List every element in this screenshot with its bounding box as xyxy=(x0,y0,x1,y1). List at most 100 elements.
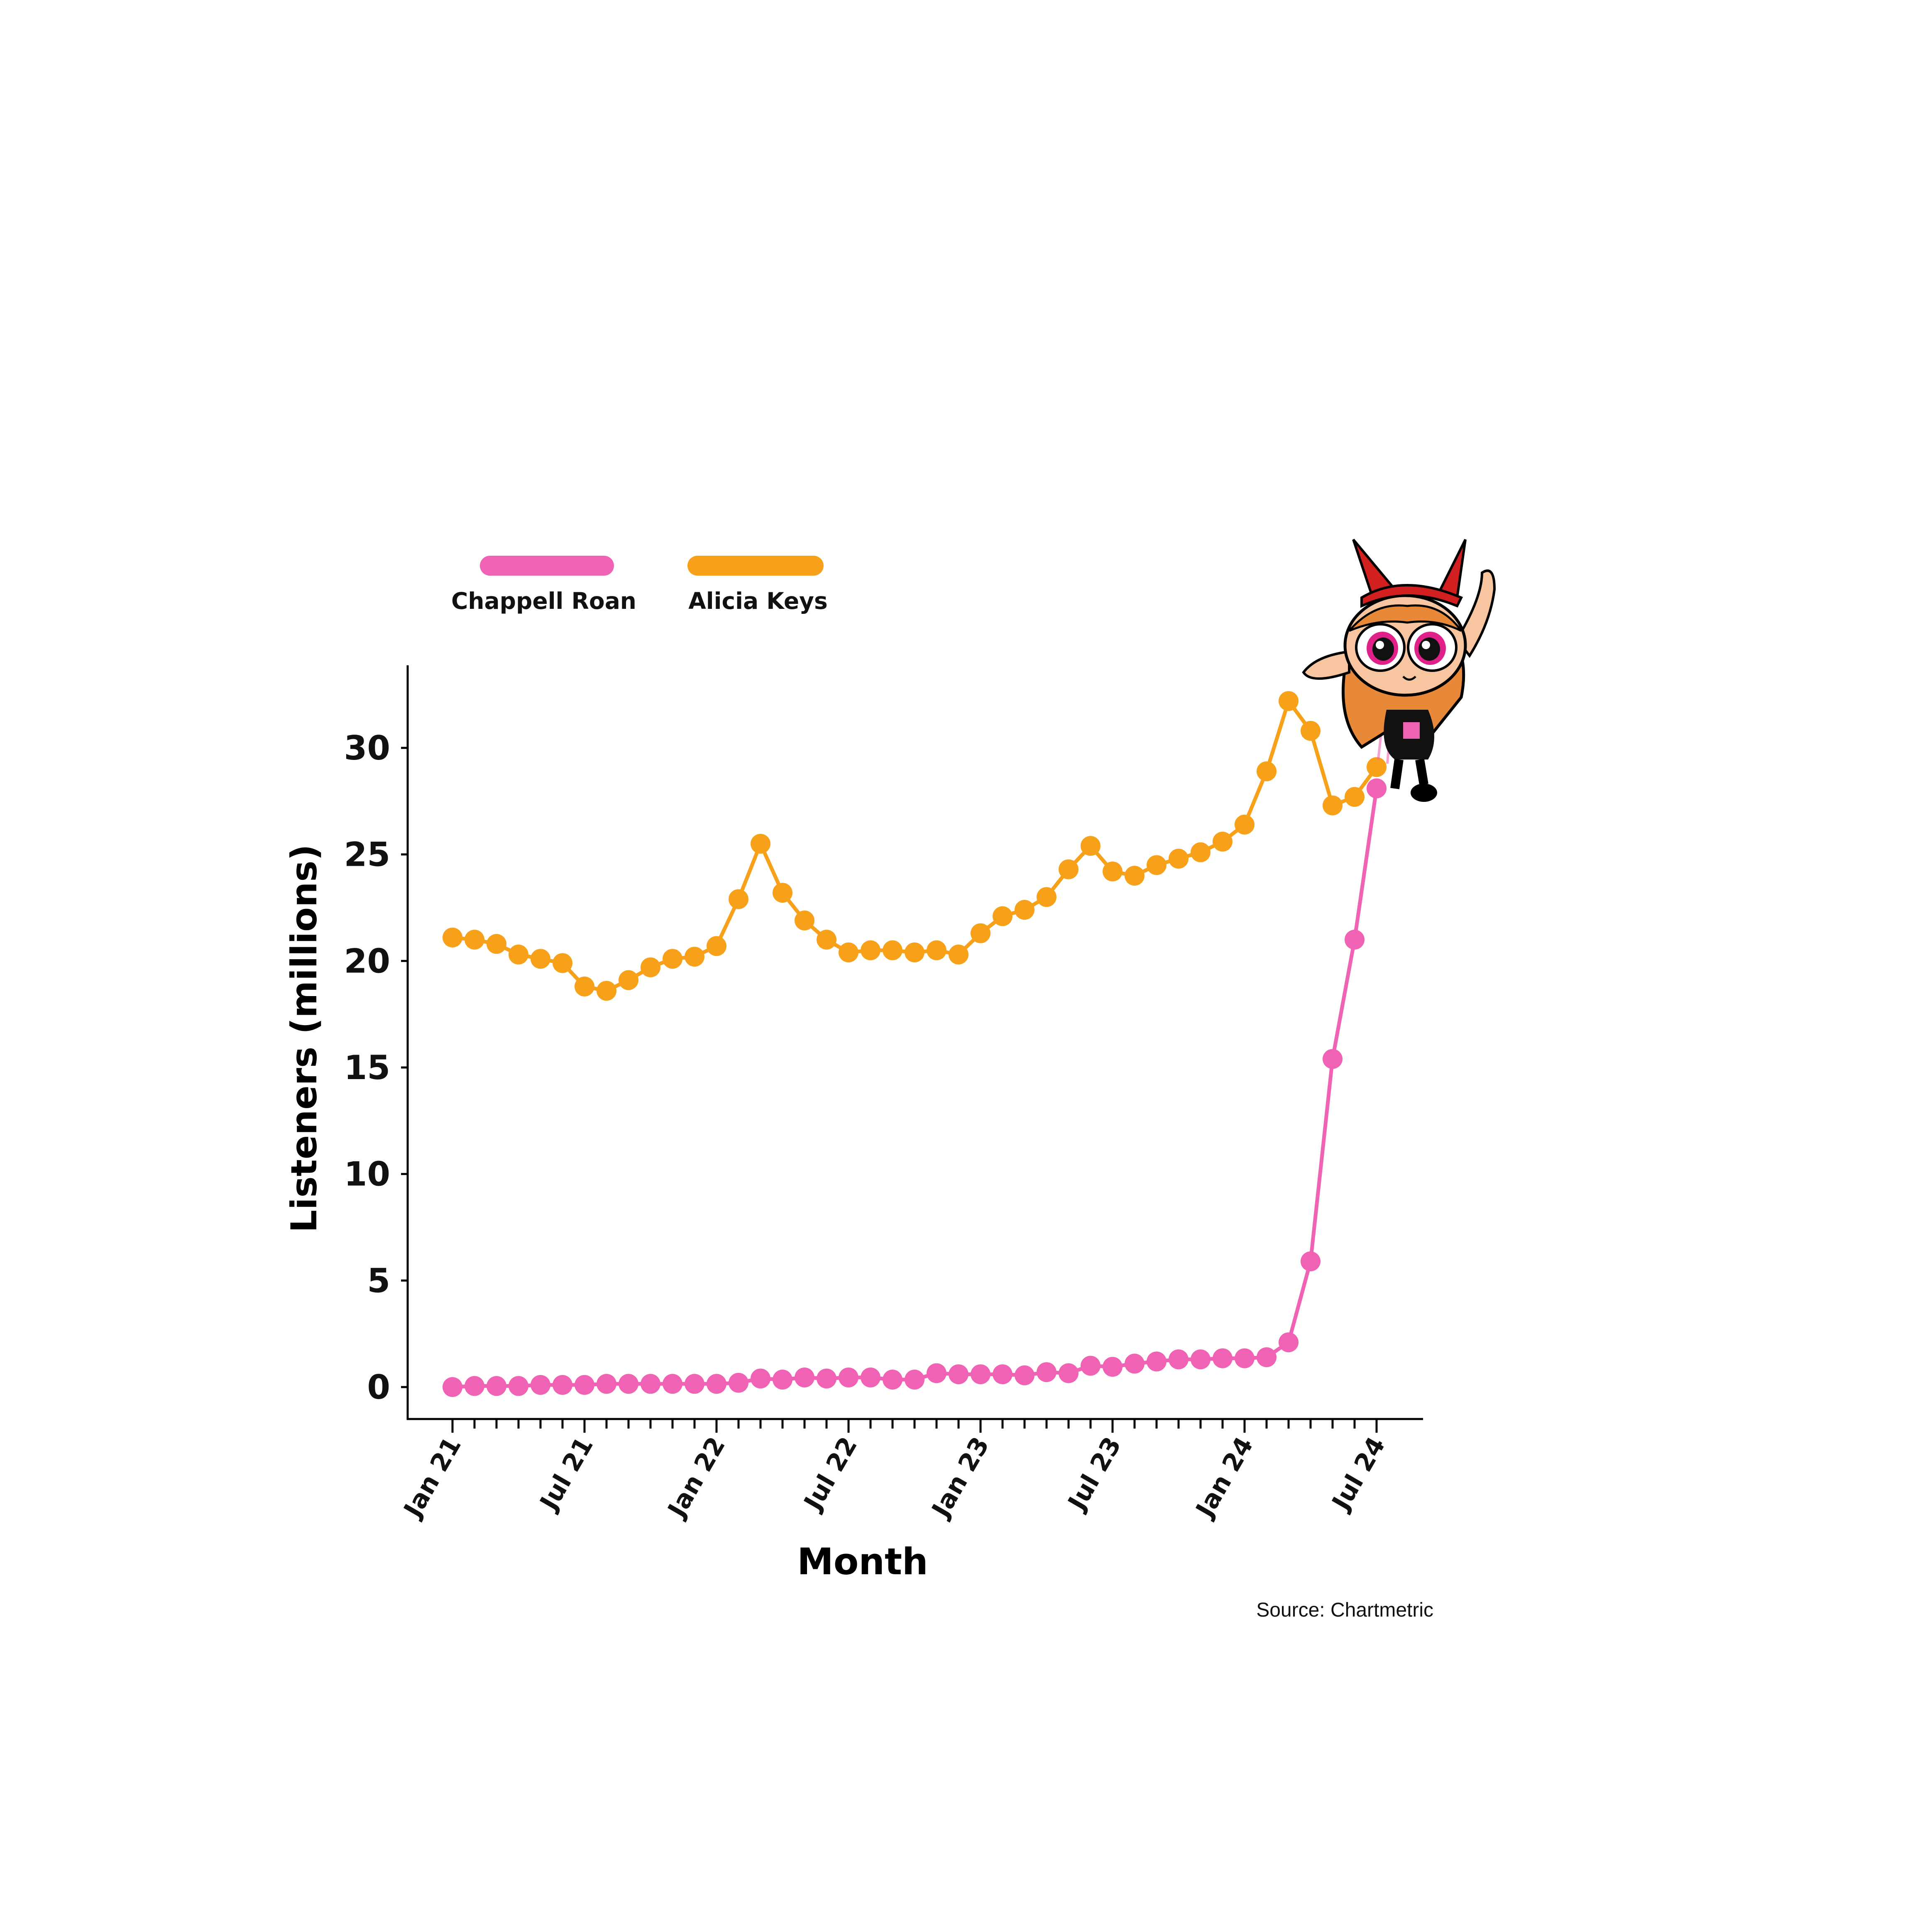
x-tick-label: Jan 22 xyxy=(661,1432,731,1524)
data-point-chappell-roan xyxy=(443,1377,462,1397)
data-point-chappell-roan xyxy=(465,1376,484,1396)
data-point-chappell-roan xyxy=(1191,1349,1211,1370)
data-point-alicia-keys xyxy=(949,944,968,965)
data-point-alicia-keys xyxy=(597,981,616,1001)
data-point-alicia-keys xyxy=(1235,814,1255,835)
data-point-chappell-roan xyxy=(1081,1356,1101,1376)
data-point-alicia-keys xyxy=(641,957,660,977)
data-point-alicia-keys xyxy=(1015,900,1034,920)
data-point-alicia-keys xyxy=(971,923,990,943)
data-point-chappell-roan xyxy=(597,1374,616,1394)
data-point-chappell-roan xyxy=(773,1370,792,1390)
data-point-chappell-roan xyxy=(949,1364,968,1385)
data-point-alicia-keys xyxy=(1279,691,1299,711)
data-point-alicia-keys xyxy=(1125,866,1145,886)
data-point-chappell-roan xyxy=(1169,1349,1189,1370)
data-point-alicia-keys xyxy=(1059,859,1078,879)
legend-label-chappell-roan: Chappell Roan xyxy=(451,588,636,614)
data-point-alicia-keys xyxy=(905,942,924,962)
legend-item-alicia-keys: Alicia Keys xyxy=(687,556,828,614)
data-point-alicia-keys xyxy=(509,944,528,965)
data-point-alicia-keys xyxy=(1147,855,1167,875)
data-point-alicia-keys xyxy=(1301,721,1321,741)
data-point-alicia-keys xyxy=(1037,887,1056,907)
data-point-chappell-roan xyxy=(663,1374,682,1394)
data-point-alicia-keys xyxy=(619,970,638,990)
data-point-chappell-roan xyxy=(751,1368,770,1389)
x-tick-label: Jul 24 xyxy=(1325,1432,1391,1517)
data-point-alicia-keys xyxy=(773,883,792,903)
data-point-chappell-roan xyxy=(509,1376,528,1396)
data-point-chappell-roan xyxy=(531,1375,550,1395)
x-tick-label: Jul 23 xyxy=(1061,1432,1127,1517)
data-point-chappell-roan xyxy=(1345,930,1365,950)
x-axis-title: Month xyxy=(797,1540,928,1583)
data-point-alicia-keys xyxy=(1191,842,1211,862)
data-point-chappell-roan xyxy=(1015,1365,1034,1385)
y-tick-label: 20 xyxy=(344,942,390,980)
data-point-alicia-keys xyxy=(487,934,506,954)
y-tick-label: 10 xyxy=(344,1155,390,1194)
data-point-alicia-keys xyxy=(993,906,1012,926)
superhero-girl-illustration xyxy=(1302,539,1496,802)
x-tick-label: Jan 21 xyxy=(397,1432,467,1524)
data-point-chappell-roan xyxy=(1367,778,1387,799)
data-point-alicia-keys xyxy=(729,889,748,909)
data-point-alicia-keys xyxy=(663,949,682,969)
legend: Chappell Roan Alicia Keys xyxy=(451,556,828,614)
series-line-chappell-roan xyxy=(452,788,1379,1389)
data-point-alicia-keys xyxy=(795,910,814,931)
legend-label-alicia-keys: Alicia Keys xyxy=(688,588,828,614)
data-point-chappell-roan xyxy=(619,1374,638,1394)
data-point-alicia-keys xyxy=(927,940,946,960)
x-tick-label: Jan 24 xyxy=(1189,1432,1259,1524)
data-point-chappell-roan xyxy=(553,1375,572,1395)
data-point-chappell-roan xyxy=(487,1376,506,1396)
data-point-chappell-roan xyxy=(1125,1353,1145,1374)
x-tick-label: Jul 22 xyxy=(797,1432,863,1517)
y-tick-label: 5 xyxy=(367,1261,390,1300)
source-note: Source: Chartmetric xyxy=(1256,1599,1433,1621)
data-point-chappell-roan xyxy=(993,1364,1012,1385)
data-point-alicia-keys xyxy=(1081,836,1101,856)
y-tick-label: 0 xyxy=(367,1368,390,1407)
data-point-chappell-roan xyxy=(1059,1363,1078,1383)
data-point-alicia-keys xyxy=(1345,787,1365,807)
data-point-alicia-keys xyxy=(883,940,902,960)
data-point-chappell-roan xyxy=(861,1367,880,1387)
y-tick-label: 25 xyxy=(344,835,390,874)
data-point-alicia-keys xyxy=(1323,795,1343,816)
data-point-alicia-keys xyxy=(553,953,572,973)
data-point-alicia-keys xyxy=(575,976,594,997)
data-point-chappell-roan xyxy=(817,1368,836,1389)
data-point-chappell-roan xyxy=(839,1367,858,1387)
data-point-alicia-keys xyxy=(751,834,770,854)
y-axis-title: Listeners (millions) xyxy=(284,844,325,1233)
data-point-alicia-keys xyxy=(1103,861,1123,882)
data-point-alicia-keys xyxy=(707,936,726,956)
data-point-chappell-roan xyxy=(1147,1351,1167,1372)
data-point-chappell-roan xyxy=(905,1370,924,1390)
legend-item-chappell-roan: Chappell Roan xyxy=(451,556,636,614)
y-tick-label: 15 xyxy=(344,1048,390,1087)
data-point-chappell-roan xyxy=(685,1374,704,1394)
series-chappell-roan xyxy=(443,778,1387,1397)
x-tick-label: Jan 23 xyxy=(925,1432,995,1524)
data-point-chappell-roan xyxy=(707,1374,726,1394)
y-tick-label: 30 xyxy=(344,729,390,767)
data-point-alicia-keys xyxy=(1257,761,1277,782)
data-point-chappell-roan xyxy=(883,1370,902,1390)
data-point-chappell-roan xyxy=(795,1367,814,1387)
data-point-chappell-roan xyxy=(1235,1348,1255,1368)
data-point-alicia-keys xyxy=(861,940,880,960)
data-point-chappell-roan xyxy=(1103,1357,1123,1377)
data-point-alicia-keys xyxy=(1213,831,1233,852)
data-point-chappell-roan xyxy=(1213,1348,1233,1368)
data-point-alicia-keys xyxy=(817,930,836,950)
data-point-alicia-keys xyxy=(1169,848,1189,869)
data-point-alicia-keys xyxy=(839,942,858,962)
data-point-alicia-keys xyxy=(443,927,462,948)
data-point-alicia-keys xyxy=(531,949,550,969)
y-ticks: 0 5 10 15 20 25 30 xyxy=(344,729,408,1407)
